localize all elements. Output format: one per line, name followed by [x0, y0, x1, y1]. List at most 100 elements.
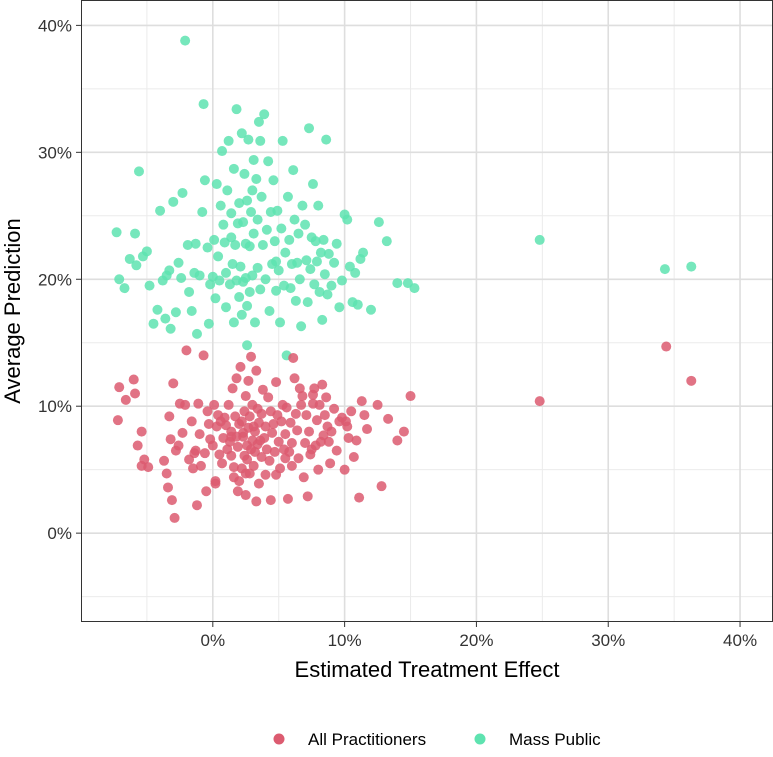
practitioner-point: [251, 496, 262, 507]
mass-public-point: [231, 104, 242, 115]
mass-public-point: [205, 279, 216, 290]
practitioner-point: [186, 416, 197, 427]
practitioner-point: [139, 454, 150, 465]
mass-public-point: [284, 234, 295, 245]
legend-label-mass-public: Mass Public: [509, 730, 601, 749]
mass-public-point: [228, 163, 239, 174]
mass-public-point: [263, 156, 274, 167]
practitioner-point: [288, 352, 299, 363]
mass-public-point: [321, 134, 332, 145]
mass-public-point: [249, 317, 260, 328]
mass-public-point: [239, 168, 250, 179]
mass-public-point: [365, 304, 376, 315]
practitioner-point: [280, 453, 291, 464]
practitioner-point: [246, 351, 257, 362]
mass-public-point: [253, 116, 264, 127]
y-axis-title: Average Prediction: [0, 218, 25, 404]
mass-public-point: [261, 224, 272, 235]
practitioner-point: [343, 432, 354, 443]
practitioner-point: [372, 399, 383, 410]
mass-public-point: [215, 200, 226, 211]
practitioner-point: [234, 476, 245, 487]
practitioner-point: [313, 464, 324, 475]
practitioner-point: [214, 449, 225, 460]
practitioner-point: [260, 421, 271, 432]
mass-public-point: [255, 135, 266, 146]
practitioner-point: [207, 440, 218, 451]
practitioner-point: [280, 429, 291, 440]
mass-public-point: [124, 253, 135, 264]
mass-public-point: [301, 255, 312, 266]
mass-public-point: [217, 146, 228, 157]
mass-public-point: [210, 293, 221, 304]
practitioner-point: [309, 383, 320, 394]
mass-public-point: [165, 323, 176, 334]
practitioner-point: [286, 438, 297, 449]
mass-public-point: [228, 317, 239, 328]
mass-public-point: [190, 238, 201, 249]
practitioner-point: [219, 412, 230, 423]
mass-public-point: [119, 283, 130, 294]
practitioner-point: [199, 448, 210, 459]
mass-public-point: [144, 280, 155, 291]
mass-public-point: [290, 295, 301, 306]
mass-public-point: [350, 267, 361, 278]
practitioner-point: [168, 378, 179, 389]
practitioner-point: [169, 512, 180, 523]
practitioner-point: [143, 462, 154, 473]
mass-public-point: [292, 257, 303, 268]
mass-public-point: [220, 302, 231, 313]
practitioner-point: [242, 454, 253, 465]
practitioner-point: [348, 451, 359, 462]
practitioner-point: [311, 415, 322, 426]
practitioner-point: [232, 486, 243, 497]
mass-public-point: [534, 234, 545, 245]
practitioner-point: [346, 406, 357, 417]
practitioner-point: [321, 392, 332, 403]
practitioner-point: [235, 361, 246, 372]
practitioner-point: [282, 493, 293, 504]
mass-public-point: [238, 217, 249, 228]
practitioner-point: [191, 500, 202, 511]
practitioner-point: [264, 455, 275, 466]
practitioner-point: [325, 458, 336, 469]
mass-public-point: [248, 228, 259, 239]
y-tick-label: 30%: [38, 143, 72, 162]
y-tick-label: 10%: [38, 397, 72, 416]
y-axis: 0% 10% 20% 30% 40%: [38, 16, 81, 543]
mass-public-point: [269, 236, 280, 247]
mass-public-point: [164, 265, 175, 276]
practitioner-point: [251, 365, 262, 376]
mass-public-point: [271, 256, 282, 267]
y-tick-label: 40%: [38, 16, 72, 35]
legend-swatch-mass-public: [474, 733, 486, 745]
mass-public-point: [246, 206, 257, 217]
practitioner-point: [188, 463, 199, 474]
mass-public-point: [409, 283, 420, 294]
practitioner-point: [180, 399, 191, 410]
plot-panel: [81, 0, 773, 622]
mass-public-point: [152, 304, 163, 315]
mass-public-point: [168, 196, 179, 207]
practitioner-point: [257, 384, 268, 395]
mass-public-point: [199, 175, 210, 186]
mass-public-point: [236, 309, 247, 320]
mass-public-point: [198, 99, 209, 110]
mass-public-point: [318, 234, 329, 245]
mass-public-point: [315, 247, 326, 258]
mass-public-point: [222, 185, 233, 196]
practitioner-point: [256, 408, 267, 419]
mass-public-point: [659, 264, 670, 275]
practitioner-point: [227, 383, 238, 394]
practitioner-point: [271, 469, 282, 480]
mass-public-point: [191, 328, 202, 339]
practitioner-point: [130, 388, 141, 399]
practitioner-point: [249, 426, 260, 437]
mass-public-point: [244, 286, 255, 297]
practitioner-point: [267, 427, 278, 438]
practitioner-point: [317, 379, 328, 390]
mass-public-point: [331, 238, 342, 249]
mass-public-point: [329, 257, 340, 268]
mass-public-point: [285, 283, 296, 294]
